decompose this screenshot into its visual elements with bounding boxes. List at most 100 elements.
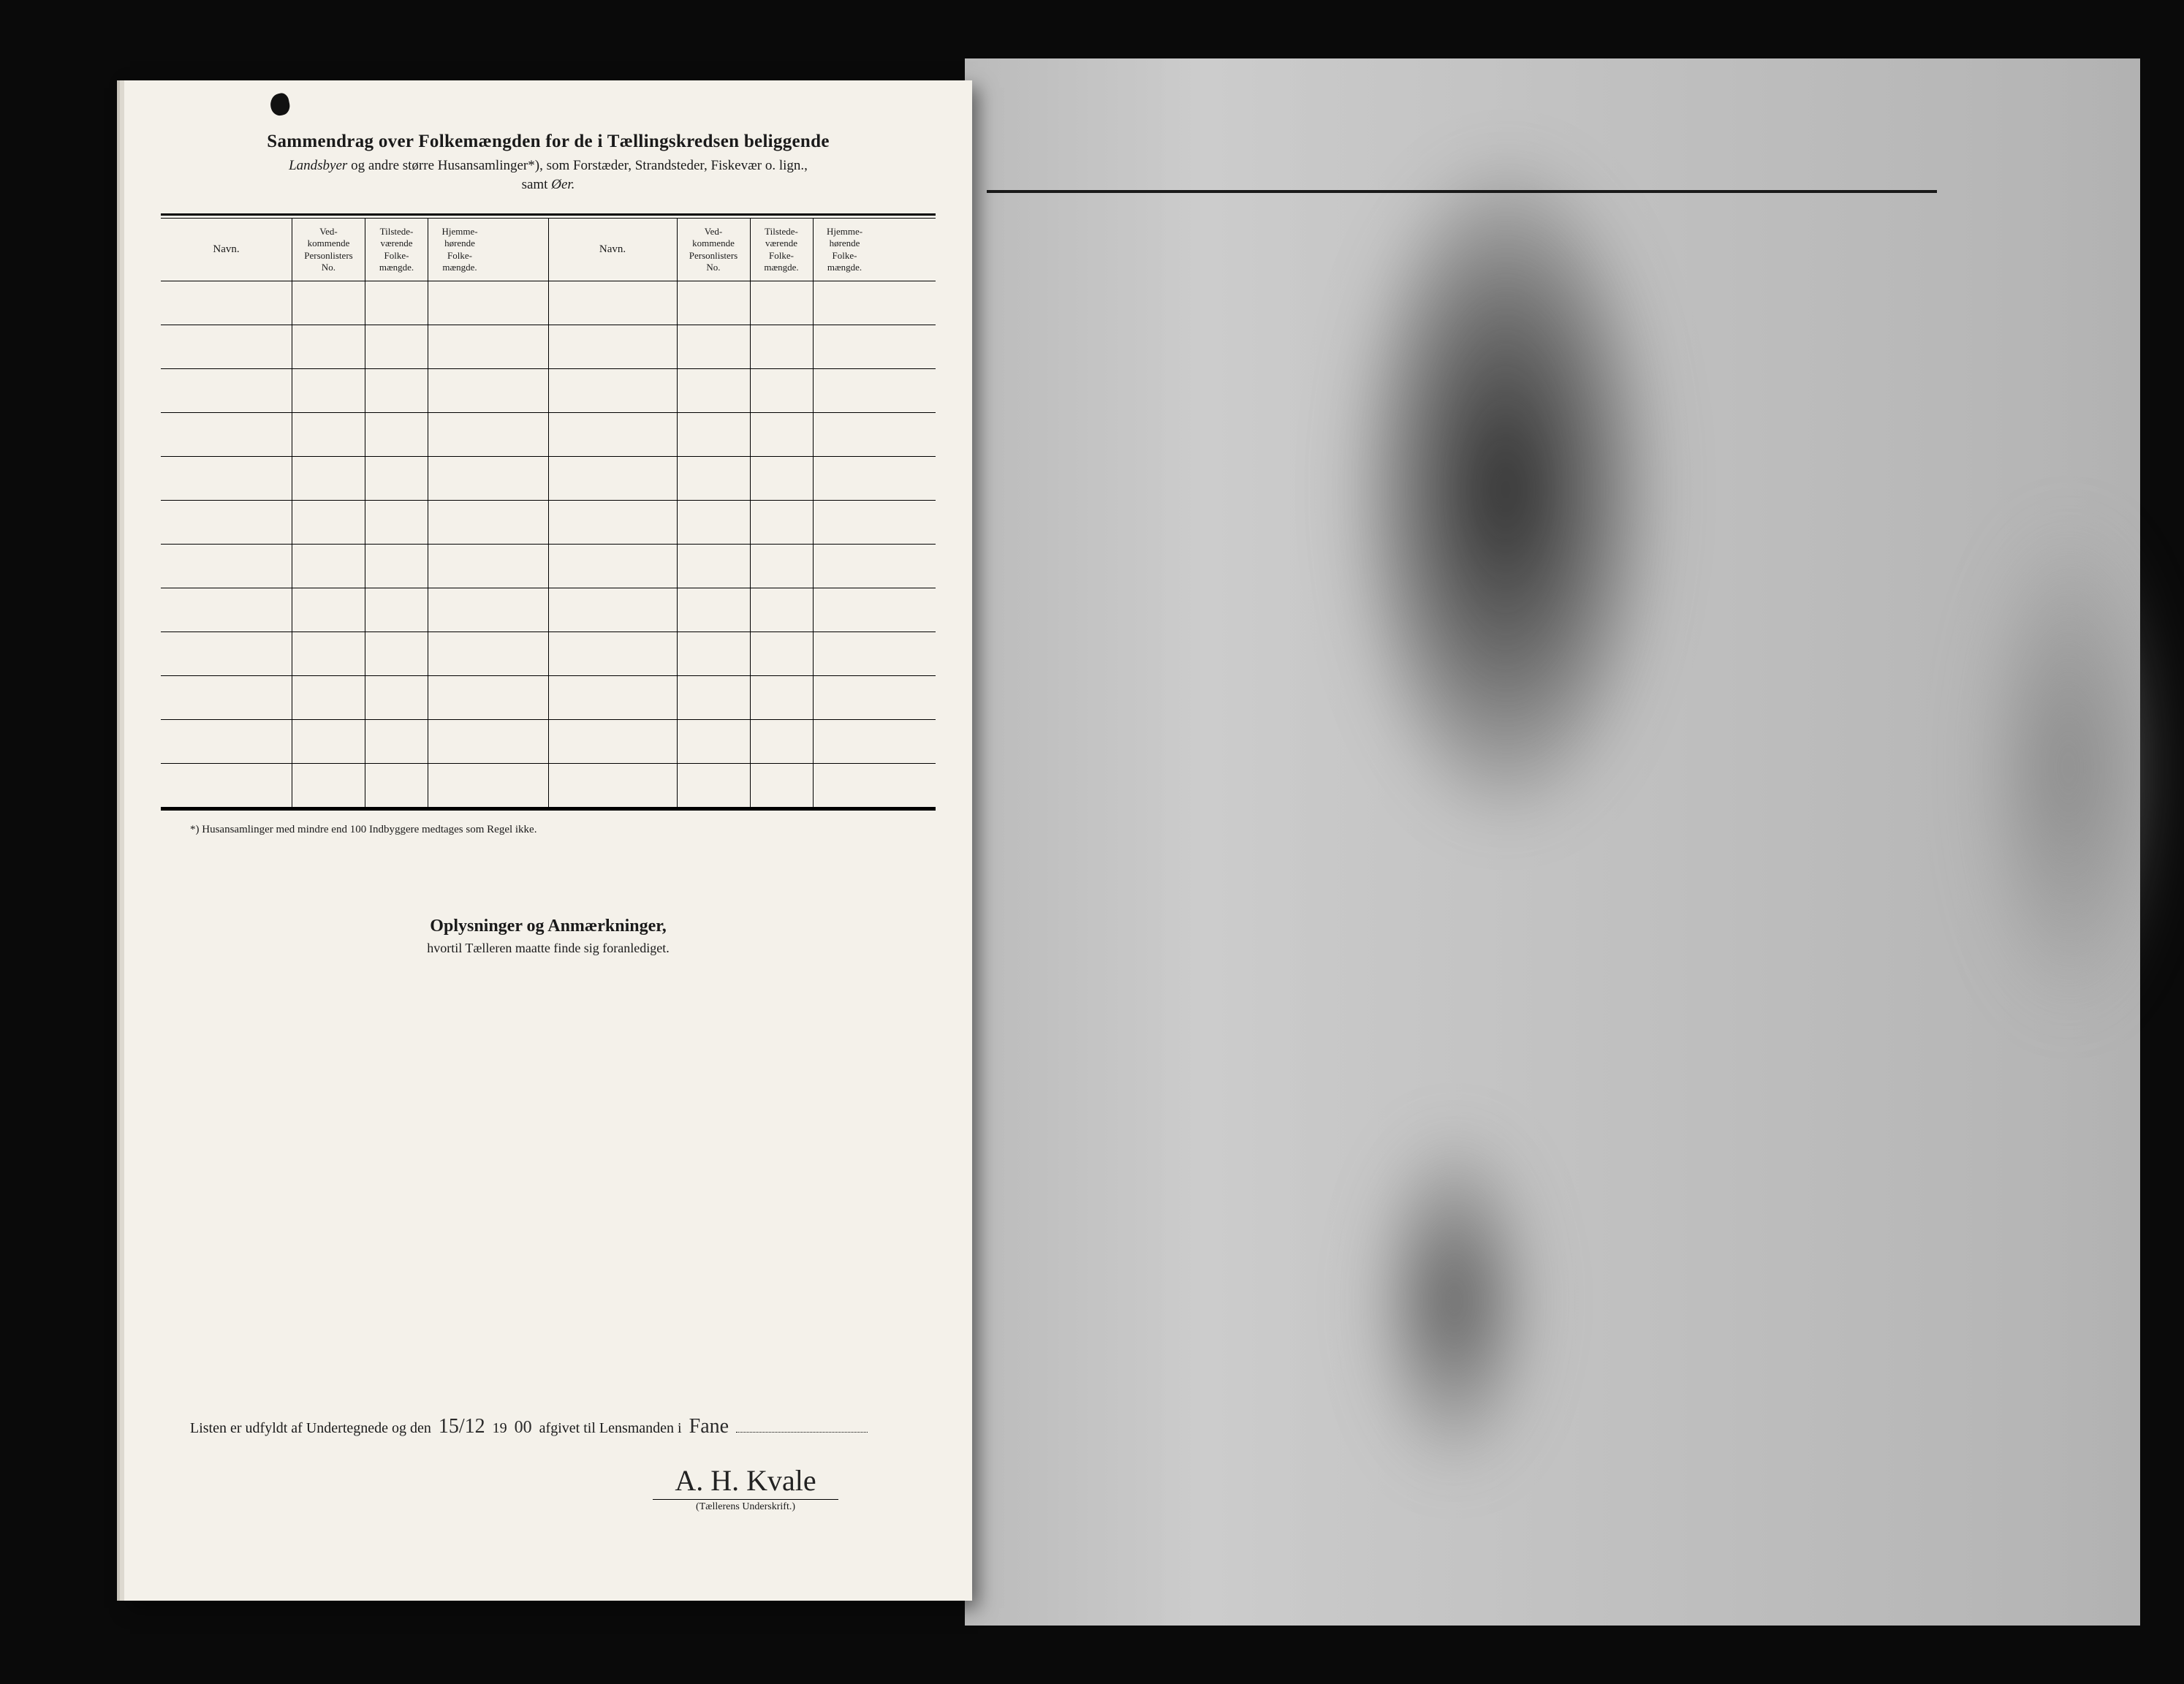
th-tilstedevaerende: Tilstede- værende Folke- mængde. — [365, 219, 428, 281]
table-cell — [549, 545, 678, 588]
table-cell — [428, 588, 491, 632]
table-row — [161, 676, 548, 720]
table-cell — [549, 281, 678, 325]
closing-trailing-blank — [736, 1416, 868, 1433]
table-cell — [428, 281, 491, 325]
table-cell — [161, 501, 292, 544]
table-cell — [549, 720, 678, 763]
table-cell — [161, 325, 292, 368]
table-cell — [751, 764, 814, 807]
table-row — [549, 413, 936, 457]
table-cell — [428, 676, 491, 719]
table-cell — [751, 720, 814, 763]
table-row — [549, 369, 936, 413]
table-cell — [365, 457, 428, 500]
table-row — [549, 457, 936, 501]
table-row — [549, 545, 936, 588]
table-cell — [161, 588, 292, 632]
table-cell — [549, 764, 678, 807]
closing-year-handwritten: 00 — [512, 1418, 535, 1438]
table-cell — [292, 281, 365, 325]
table-cell — [161, 676, 292, 719]
table-cell — [292, 369, 365, 412]
table-row — [161, 325, 548, 369]
table-cell — [365, 281, 428, 325]
table-row — [161, 369, 548, 413]
table-cell — [292, 632, 365, 675]
th-personlisters-no: Ved- kommende Personlisters No. — [678, 219, 751, 281]
table-cell — [751, 501, 814, 544]
table-cell — [751, 588, 814, 632]
th-navn: Navn. — [549, 219, 678, 281]
subtitle-mid: og andre større Husansamlinger*), som Fo… — [347, 158, 808, 173]
subtitle2-italic: Øer. — [551, 177, 575, 192]
ink-blot — [268, 92, 292, 118]
table-left-rows — [161, 281, 548, 808]
table-cell — [161, 281, 292, 325]
table-cell — [428, 325, 491, 368]
table-cell — [814, 325, 876, 368]
table-cell — [814, 632, 876, 675]
table-cell — [161, 764, 292, 807]
table-cell — [549, 413, 678, 456]
subtitle2-pre: samt — [522, 177, 552, 192]
table-cell — [428, 720, 491, 763]
table-cell — [292, 457, 365, 500]
table-row — [161, 501, 548, 545]
table-cell — [549, 457, 678, 500]
table-cell — [751, 413, 814, 456]
th-navn: Navn. — [161, 219, 292, 281]
footnote: *) Husansamlinger med mindre end 100 Ind… — [190, 824, 936, 836]
table-row — [161, 588, 548, 632]
table-cell — [365, 676, 428, 719]
title-subtitle-line1: Landsbyer og andre større Husansamlinger… — [161, 158, 936, 174]
table-cell — [751, 281, 814, 325]
table-cell — [292, 676, 365, 719]
table-cell — [365, 325, 428, 368]
table-right-rows — [549, 281, 936, 808]
table-cell — [365, 632, 428, 675]
table-cell — [814, 457, 876, 500]
table-cell — [365, 545, 428, 588]
title-subtitle-line2: samt Øer. — [161, 177, 936, 193]
table-cell — [678, 720, 751, 763]
table-cell — [292, 764, 365, 807]
closing-year-prefix: 19 — [493, 1420, 507, 1437]
document-page: Sammendrag over Folkemængden for de i Tæ… — [124, 80, 972, 1601]
table-row — [161, 457, 548, 501]
table-row — [549, 764, 936, 808]
table-cell — [161, 545, 292, 588]
table-cell — [365, 413, 428, 456]
table-cell — [292, 720, 365, 763]
table-cell — [428, 369, 491, 412]
table-cell — [428, 501, 491, 544]
th-personlisters-no: Ved- kommende Personlisters No. — [292, 219, 365, 281]
table-cell — [549, 632, 678, 675]
table-cell — [161, 369, 292, 412]
table-cell — [549, 369, 678, 412]
table-row — [161, 413, 548, 457]
table-cell — [678, 325, 751, 368]
title-block: Sammendrag over Folkemængden for de i Tæ… — [161, 132, 936, 193]
table-cell — [814, 413, 876, 456]
signature-caption: (Tællerens Underskrift.) — [570, 1501, 921, 1513]
closing-place-handwritten: Fane — [686, 1415, 732, 1438]
table-cell — [751, 457, 814, 500]
table-cell — [292, 501, 365, 544]
signature-handwritten: A. H. Kvale — [653, 1463, 838, 1500]
table-cell — [292, 545, 365, 588]
table-cell — [428, 457, 491, 500]
table-cell — [814, 501, 876, 544]
table-cell — [161, 720, 292, 763]
summary-table: Navn. Ved- kommende Personlisters No. Ti… — [161, 213, 936, 811]
table-cell — [814, 588, 876, 632]
table-cell — [751, 369, 814, 412]
th-hjemmehorende: Hjemme- hørende Folke- mængde. — [814, 219, 876, 281]
table-cell — [678, 501, 751, 544]
table-cell — [678, 632, 751, 675]
closing-date-handwritten: 15/12 — [436, 1415, 488, 1438]
table-cell — [814, 369, 876, 412]
table-cell — [365, 369, 428, 412]
smudge — [1973, 512, 2164, 1023]
table-cell — [428, 764, 491, 807]
